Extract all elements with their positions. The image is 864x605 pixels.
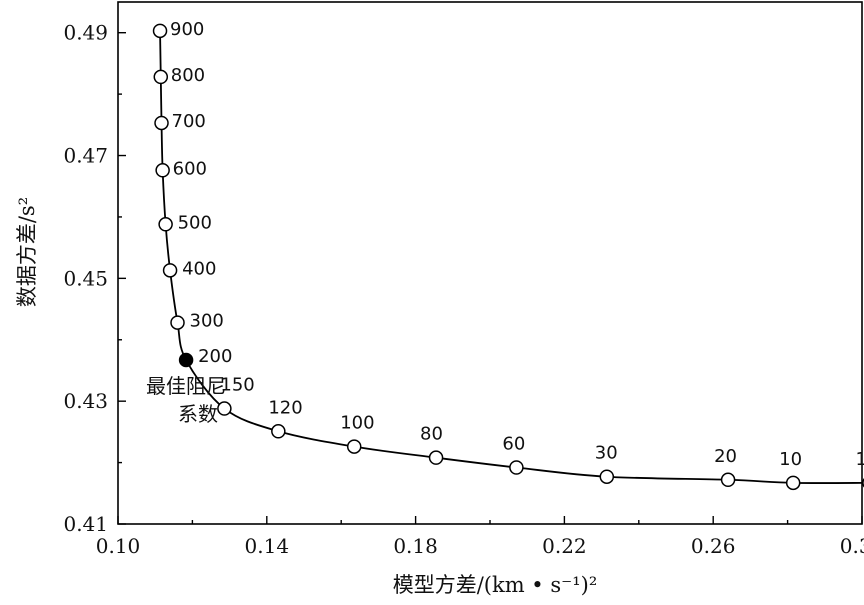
data-point xyxy=(785,475,801,491)
point-label: 20 xyxy=(714,446,737,467)
point-label: 150 xyxy=(220,375,254,396)
y-tick-label: 0.47 xyxy=(63,144,108,168)
plot-frame xyxy=(117,1,863,525)
point-label: 100 xyxy=(340,413,374,434)
data-point xyxy=(153,69,169,85)
data-point xyxy=(152,23,168,39)
data-points xyxy=(152,23,864,491)
data-point xyxy=(170,315,185,330)
point-label: 700 xyxy=(172,111,206,132)
annotation-line-2: 系数 xyxy=(178,402,218,426)
data-point xyxy=(720,472,736,488)
point-label: 80 xyxy=(420,424,443,445)
x-tick-label: 0.18 xyxy=(393,534,438,558)
x-tick-label: 0.30 xyxy=(840,534,864,558)
point-label: 10 xyxy=(779,449,802,470)
data-point xyxy=(428,450,444,465)
x-axis-title: 模型方差/(km • s⁻¹)² xyxy=(393,573,598,597)
x-tick-label: 0.10 xyxy=(96,534,141,558)
x-tick-label: 0.14 xyxy=(245,534,290,558)
data-point xyxy=(158,217,173,232)
point-label: 400 xyxy=(182,258,216,279)
axis-ticks xyxy=(117,32,863,525)
point-label: 300 xyxy=(190,311,224,332)
point-label: 60 xyxy=(502,434,525,455)
y-tick-label: 0.49 xyxy=(63,21,108,45)
annotation-line-1: 最佳阻尼 xyxy=(146,374,226,398)
point-label: 800 xyxy=(171,65,205,86)
data-point xyxy=(162,263,178,278)
y-tick-label: 0.41 xyxy=(63,512,108,536)
x-tick-label: 0.22 xyxy=(542,534,587,558)
x-tick-label: 0.26 xyxy=(691,534,736,558)
point-labels: 900 800 700 600 500 400 300 200 150 120 100 80 60 30 2… xyxy=(170,19,864,470)
series-line xyxy=(159,30,864,484)
y-axis-title: 数据方差/s² xyxy=(15,197,39,307)
point-label: 500 xyxy=(178,212,212,233)
x-tick-labels: 0.10 0.14 0.18 0.22 0.26 0.30 xyxy=(96,534,864,558)
point-label: 200 xyxy=(198,346,232,367)
y-tick-label: 0.45 xyxy=(63,266,108,290)
data-point xyxy=(509,460,524,475)
point-label: 30 xyxy=(595,443,618,464)
data-point xyxy=(155,163,170,178)
data-point xyxy=(217,401,232,416)
data-point xyxy=(271,424,286,439)
y-tick-label: 0.43 xyxy=(63,389,108,413)
y-tick-labels: 0.41 0.43 0.45 0.47 0.49 xyxy=(63,21,108,536)
data-point xyxy=(346,439,362,454)
data-point xyxy=(154,115,169,131)
point-label: 600 xyxy=(173,158,207,179)
point-label: 120 xyxy=(268,397,302,418)
data-point xyxy=(178,352,194,368)
point-label: 10 xyxy=(855,449,864,470)
data-point xyxy=(599,469,615,484)
point-label: 900 xyxy=(170,19,204,40)
